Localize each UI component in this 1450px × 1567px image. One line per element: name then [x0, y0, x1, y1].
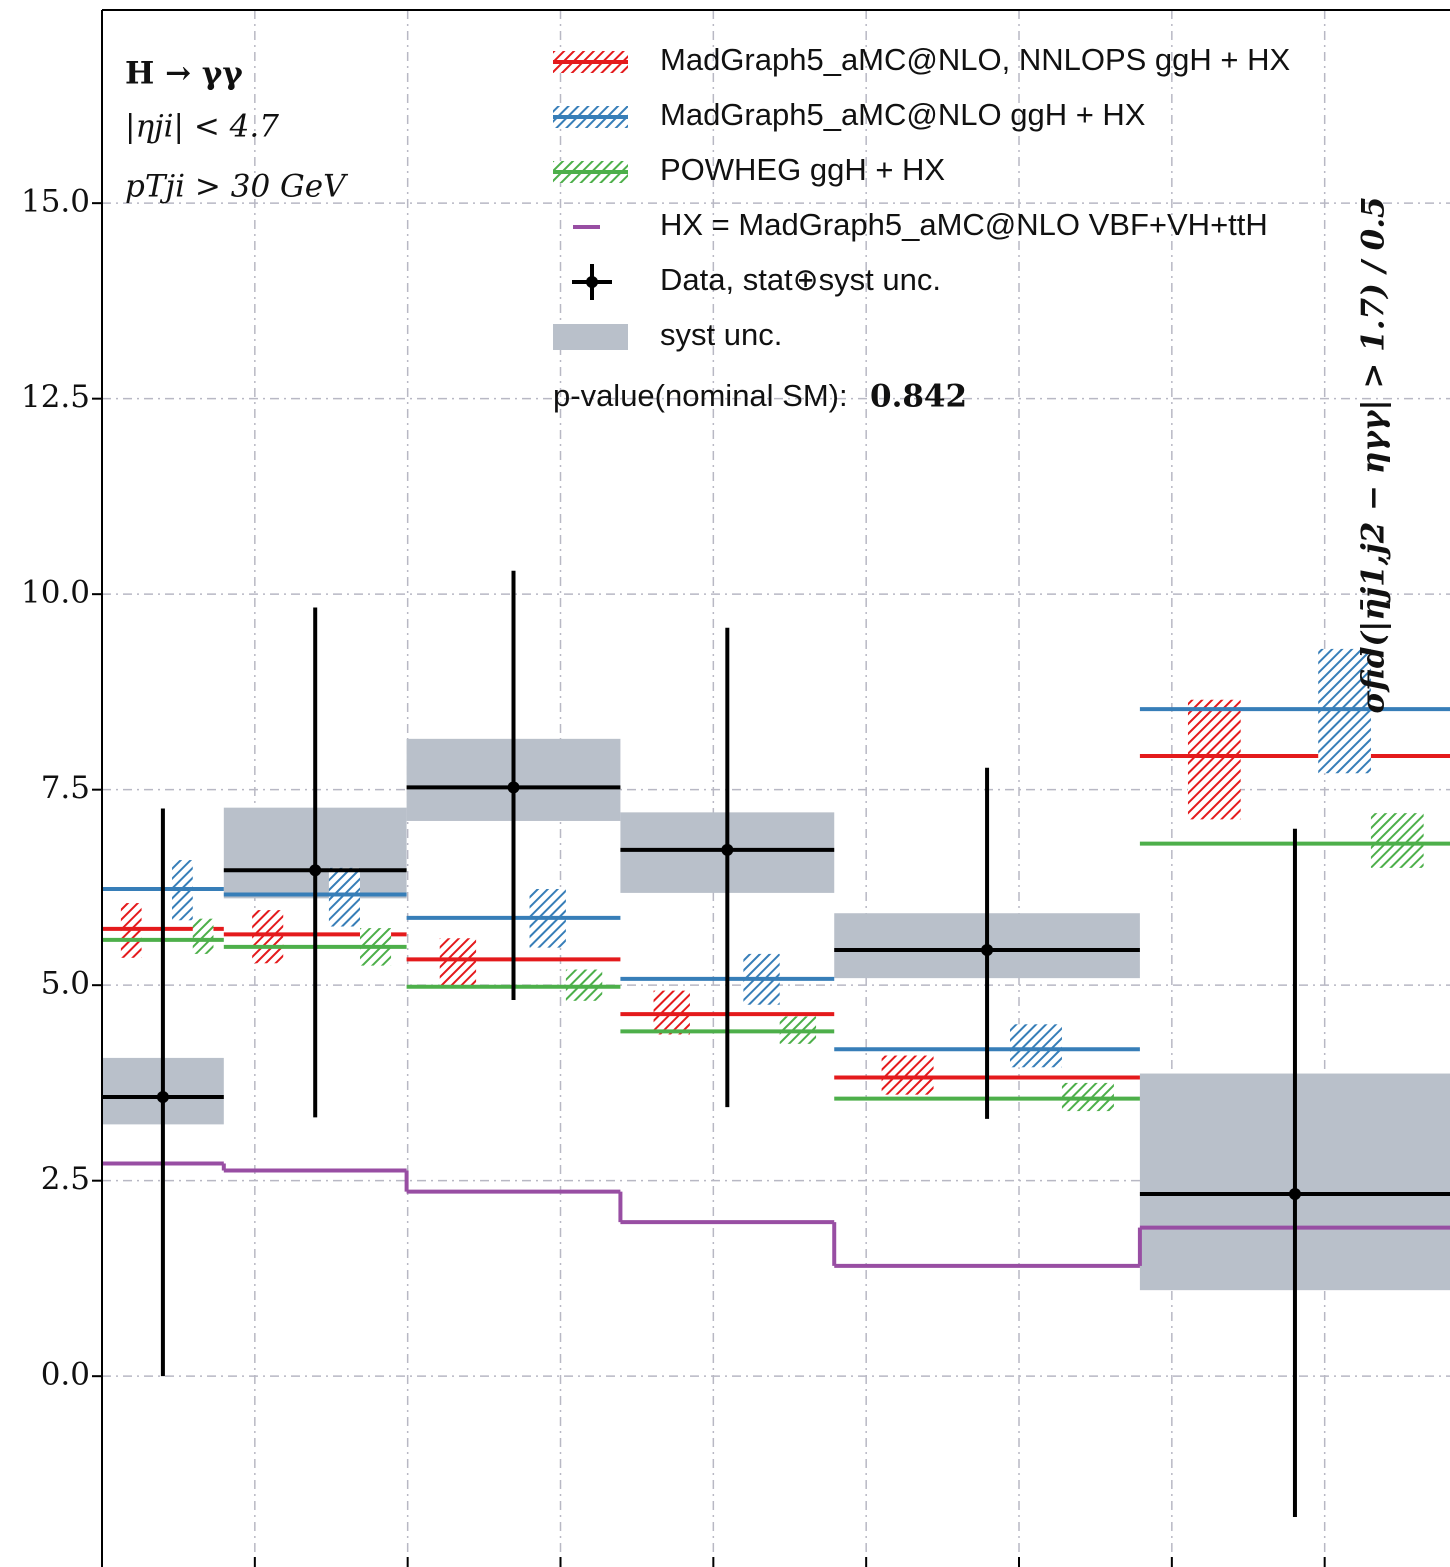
data-point	[1288, 1187, 1301, 1200]
legend-label: syst unc.	[660, 317, 782, 352]
annotation: |ηji| < 4.7	[125, 109, 279, 145]
legend-label: MadGraph5_aMC@NLO ggH + HX	[660, 97, 1146, 132]
y-tick-label: 12.5	[21, 379, 90, 415]
data-point	[721, 843, 734, 856]
y-tick-label: 15.0	[21, 184, 90, 220]
data-point	[156, 1091, 169, 1104]
data-point	[309, 864, 322, 877]
legend-label: MadGraph5_aMC@NLO, NNLOPS ggH + HX	[660, 42, 1291, 77]
prediction-band	[881, 1055, 934, 1095]
prediction-band	[1187, 699, 1241, 820]
y-tick-label: 0.0	[41, 1357, 90, 1393]
prediction-band	[192, 918, 214, 954]
y-axis-label: σfid(|η̄j1,j2 − ηγγ| > 1.7) / 0.5	[1356, 196, 1392, 713]
legend-label: Data, stat⊕syst unc.	[660, 262, 941, 297]
data-point	[981, 943, 994, 956]
prediction-band	[252, 910, 284, 964]
prediction-band	[1370, 813, 1424, 868]
legend-swatch	[586, 276, 598, 288]
pvalue-label: p-value(nominal SM):	[553, 378, 848, 413]
legend-swatch	[553, 324, 628, 350]
legend-label: HX = MadGraph5_aMC@NLO VBF+VH+ttH	[660, 207, 1268, 242]
y-tick-label: 10.0	[21, 575, 90, 611]
annotation: pTji > 30 GeV	[125, 169, 349, 205]
annotation: H → γγ	[125, 56, 243, 92]
y-tick-label: 7.5	[41, 770, 90, 806]
legend-label: POWHEG ggH + HX	[660, 152, 945, 187]
legend: MadGraph5_aMC@NLO, NNLOPS ggH + HX MadGra…	[553, 42, 1291, 352]
data-point	[507, 781, 520, 794]
prediction-band	[328, 867, 360, 927]
y-tick-label: 5.0	[41, 966, 90, 1002]
pvalue: 0.842	[870, 379, 967, 415]
prediction-band	[439, 938, 477, 987]
plot-area	[92, 10, 1450, 1567]
y-tick-label: 2.5	[41, 1161, 90, 1197]
prediction-band	[1009, 1024, 1062, 1068]
